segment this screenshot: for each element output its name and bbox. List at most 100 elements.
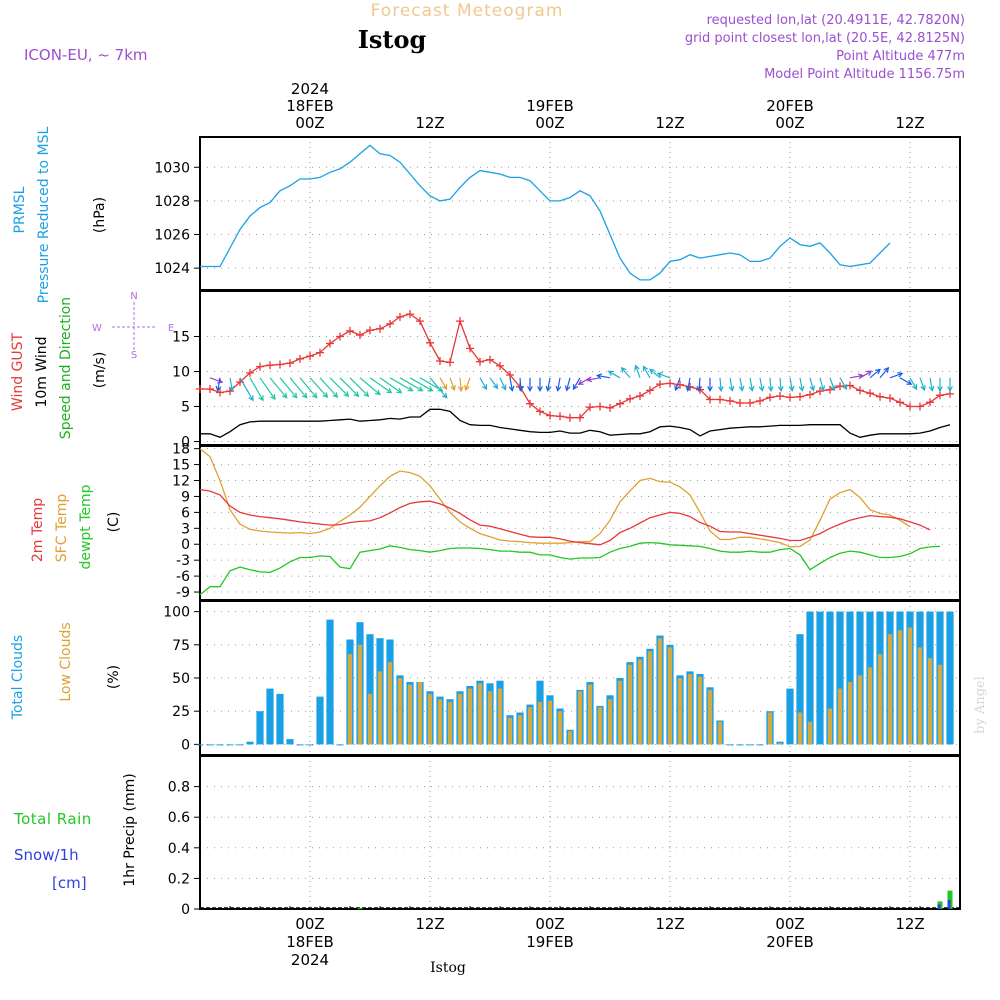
total-cloud-bar xyxy=(806,611,814,745)
low-cloud-bar xyxy=(477,683,483,745)
rain-bar xyxy=(357,908,363,910)
low-cloud-bar xyxy=(567,731,573,745)
total-cloud-bar xyxy=(266,688,274,745)
wind-direction-arrow xyxy=(564,377,571,392)
wind-direction-arrow xyxy=(389,377,414,392)
low-cloud-bar xyxy=(687,674,693,745)
wind-direction-arrow xyxy=(339,377,360,398)
wind-direction-arrow xyxy=(607,370,621,379)
wind-direction-arrow xyxy=(517,377,524,393)
compass-e: E xyxy=(168,323,174,334)
wind-direction-arrow xyxy=(429,377,448,399)
temp-label-dewpt: dewpt Temp xyxy=(78,484,94,569)
low-cloud-bar xyxy=(397,678,403,745)
temperature-ytick-label: 15 xyxy=(172,458,190,474)
gust-marker xyxy=(416,317,424,326)
low-cloud-bar xyxy=(637,659,643,745)
wind-direction-arrow xyxy=(889,372,904,379)
bottom-time-line: 19FEB xyxy=(526,933,573,951)
low-cloud-bar xyxy=(887,634,893,745)
gust-marker xyxy=(426,338,434,347)
low-cloud-bar xyxy=(667,647,673,745)
watermark: by Angel xyxy=(973,676,988,734)
low-cloud-bar xyxy=(797,712,803,745)
wind-direction-arrow xyxy=(449,377,456,392)
low-cloud-bar xyxy=(937,664,943,745)
gust-marker xyxy=(436,357,444,365)
gust-marker xyxy=(846,381,854,390)
pressure-unit: (hPa) xyxy=(92,197,108,233)
gust-marker xyxy=(536,407,544,416)
wind-direction-arrow xyxy=(329,377,350,398)
gust-marker xyxy=(386,319,394,328)
temperature-ytick-label: 9 xyxy=(181,489,190,505)
clouds-ytick-label: 50 xyxy=(172,671,190,687)
top-time-line: 00Z xyxy=(295,114,324,132)
wind-direction-arrow xyxy=(642,365,651,379)
low-cloud-bar xyxy=(837,688,843,745)
point-altitude: Point Altitude 477m xyxy=(836,49,965,64)
gust-marker xyxy=(246,368,254,377)
precip-panel: 0 0.2 0.4 0.6 0.8 xyxy=(168,755,961,918)
low-cloud-bar xyxy=(387,662,393,745)
low-cloud-bar xyxy=(907,627,913,745)
pressure-ytick-label: 1028 xyxy=(154,194,190,210)
bottom-time-line: 12Z xyxy=(415,915,444,933)
gust-marker xyxy=(396,312,404,321)
total-cloud-bar xyxy=(786,688,794,745)
gust-marker xyxy=(556,412,564,421)
wind-direction-arrow xyxy=(369,377,393,394)
temperature-ytick-label: -3 xyxy=(176,553,190,569)
top-time-label: 12Z xyxy=(415,114,444,132)
gust-marker xyxy=(566,413,574,422)
bottom-time-line: 18FEB xyxy=(286,933,333,951)
wind-direction-arrow xyxy=(457,377,464,393)
top-time-line: 12Z xyxy=(895,114,924,132)
gust-marker xyxy=(336,332,344,341)
wind-direction-arrow xyxy=(309,377,329,399)
clouds-ytick-label: 25 xyxy=(172,704,190,720)
wind-direction-arrow xyxy=(947,377,953,393)
gust-marker xyxy=(446,358,454,367)
gust-marker xyxy=(586,403,594,412)
sfc-temp-line xyxy=(199,448,911,548)
gust-marker xyxy=(456,317,464,326)
gust-marker xyxy=(346,326,354,335)
total-cloud-bar xyxy=(836,611,844,745)
gust-marker xyxy=(266,361,274,370)
low-cloud-bar xyxy=(527,707,533,745)
wind-direction-arrow xyxy=(879,366,890,379)
low-cloud-bar xyxy=(467,688,473,745)
compass-n: N xyxy=(130,291,137,302)
bottom-time-line: 12Z xyxy=(895,915,924,933)
bottom-time-line: 12Z xyxy=(655,915,684,933)
wind-direction-arrow xyxy=(839,377,848,391)
wind-direction-arrow xyxy=(869,368,881,379)
gust-marker xyxy=(706,395,714,404)
bottom-time-label: 12Z xyxy=(895,915,924,933)
wind-direction-arrow xyxy=(499,377,507,391)
top-time-label: 12Z xyxy=(895,114,924,132)
low-cloud-bar xyxy=(537,701,543,745)
gust-marker xyxy=(736,399,744,407)
wind-ytick-label: 15 xyxy=(172,330,190,346)
precip-axis-title: Total Rain Snow/1h [cm] 1hr Precip (mm) xyxy=(13,773,138,892)
dewpt-line xyxy=(199,541,941,596)
temperature-ytick-label: 18 xyxy=(172,442,190,458)
footer-location: Istog xyxy=(430,960,466,976)
wind-direction-arrow xyxy=(228,377,235,392)
snow-bar xyxy=(947,899,951,909)
wind-direction-arrow xyxy=(279,377,298,399)
gust-marker xyxy=(636,392,644,400)
wind-direction-arrow xyxy=(620,366,631,379)
bottom-time-label: 12Z xyxy=(415,915,444,933)
wind-direction-arrow xyxy=(537,377,543,393)
total-cloud-bar xyxy=(756,744,764,746)
pressure-frame xyxy=(199,136,961,291)
gust-marker xyxy=(916,402,924,411)
gust-marker xyxy=(856,386,864,395)
total-cloud-bar xyxy=(226,744,234,746)
